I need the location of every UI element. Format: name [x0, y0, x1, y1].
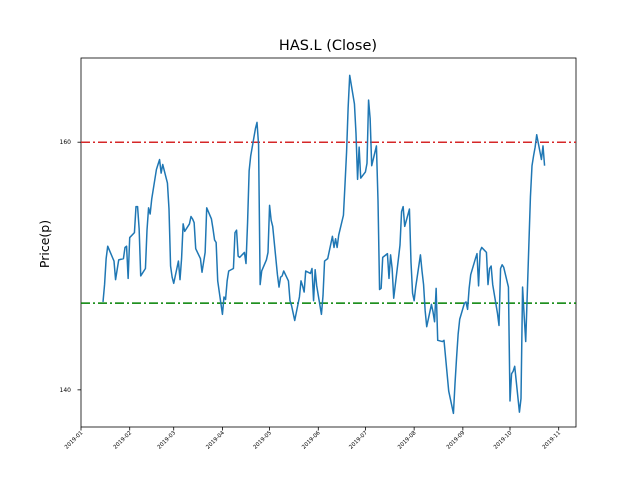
chart-title: HAS.L (Close): [279, 38, 377, 54]
x-tick-label: 2019-04: [205, 430, 226, 451]
x-tick-label: 2019-02: [113, 430, 133, 450]
x-tick-label: 2019-05: [252, 430, 273, 451]
x-tick-label: 2019-07: [348, 430, 369, 451]
x-tick-label: 2019-03: [157, 430, 178, 451]
y-tick-label: 160: [60, 139, 72, 146]
y-tick-label: 140: [60, 387, 72, 394]
plot-frame: [80, 57, 577, 428]
x-tick-label: 2019-09: [446, 430, 467, 451]
series-line-0: [102, 74, 546, 415]
x-tick-label: 2019-11: [542, 430, 562, 450]
y-axis-label: Price(p): [37, 220, 52, 268]
x-tick-label: 2019-08: [397, 430, 418, 451]
x-tick-label: 2019-01: [64, 430, 84, 450]
x-tick-label: 2019-06: [301, 430, 322, 451]
x-tick-label: 2019-10: [493, 430, 514, 451]
plot-area: 140 160 2019-01 2019-02 2019-03 2019-04 2019-0…: [60, 57, 577, 451]
